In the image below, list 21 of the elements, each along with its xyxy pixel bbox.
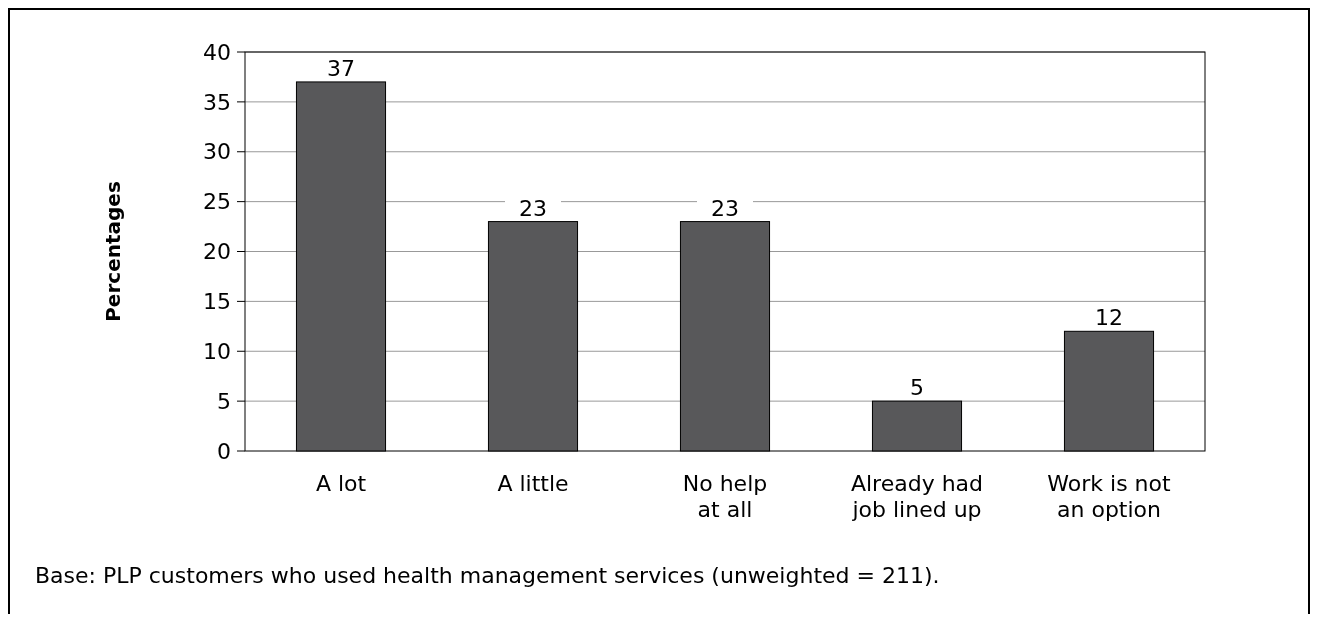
y-tick-label: 5 (217, 388, 231, 414)
data-label: 37 (327, 55, 355, 81)
data-label: 12 (1095, 305, 1123, 331)
y-tick-label: 20 (203, 239, 231, 265)
data-label: 5 (910, 375, 924, 401)
y-tick-label: 35 (203, 89, 231, 115)
y-tick-label: 0 (217, 438, 231, 464)
x-tick-label: Already had job lined up (850, 471, 984, 522)
text: Base: PLP customers who used health management services (unweighted = 211). (35, 563, 940, 588)
data-label: 23 (711, 195, 739, 221)
y-tick-label: 15 (203, 289, 231, 315)
x-tick-label: A lot (315, 471, 367, 496)
y-tick-label: 30 (203, 139, 231, 165)
x-tick-label: Work is not an option (1047, 471, 1172, 522)
y-axis-title: Percentages (101, 181, 125, 322)
y-tick-label: 10 (203, 338, 231, 364)
data-label: 23 (519, 195, 547, 221)
y-tick-label: 40 (203, 39, 231, 65)
y-tick-label: 25 (203, 189, 231, 215)
x-tick-label: No help at all (682, 471, 768, 522)
x-tick-label: A little (497, 471, 569, 496)
